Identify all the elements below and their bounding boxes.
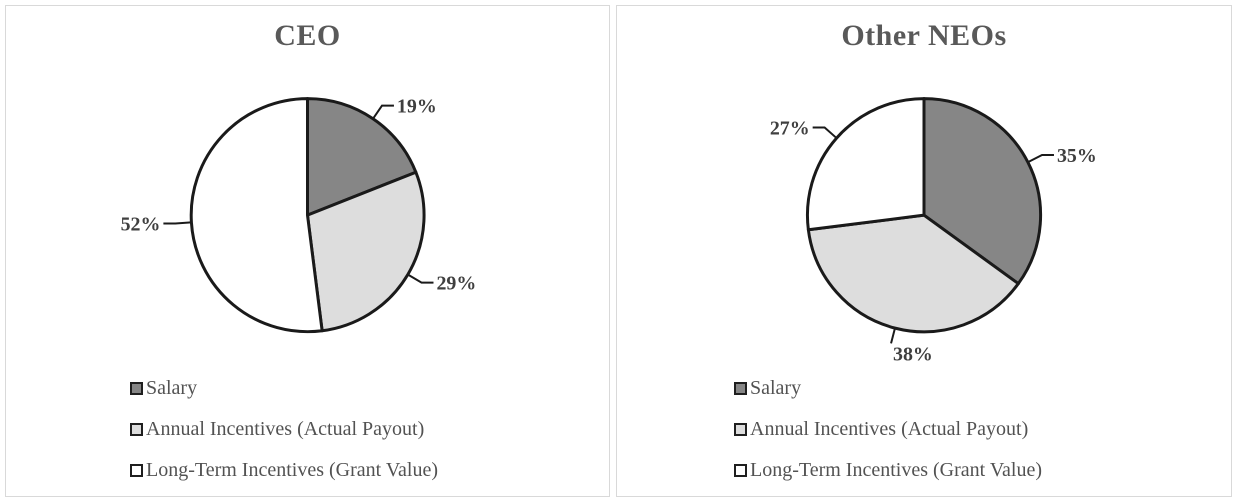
legend-label: Salary xyxy=(750,377,802,399)
label-leader-line xyxy=(163,221,192,225)
chart-title: CEO xyxy=(274,19,341,52)
chart-legend: Salary Annual Incentives (Actual Payout) L… xyxy=(734,368,1042,491)
legend-swatch-icon xyxy=(130,464,143,477)
label-leader-line xyxy=(407,273,434,284)
legend-swatch-icon xyxy=(734,382,747,395)
legend-item: Salary xyxy=(130,368,438,409)
chart-legend: Salary Annual Incentives (Actual Payout) L… xyxy=(130,368,438,491)
legend-swatch-icon xyxy=(130,382,143,395)
pie-chart: 19% 29% 52% xyxy=(121,96,476,334)
chart-title: Other NEOs xyxy=(841,19,1007,52)
label-leader-line xyxy=(1027,153,1054,164)
legend-label: Annual Incentives (Actual Payout) xyxy=(146,418,425,440)
slice-value-label: 52% xyxy=(121,213,161,235)
legend-label: Long-Term Incentives (Grant Value) xyxy=(146,459,439,481)
label-leader-line xyxy=(372,104,394,120)
slice-value-label: 19% xyxy=(397,96,437,118)
legend-label: Annual Incentives (Actual Payout) xyxy=(750,418,1029,440)
pie-slice xyxy=(306,97,418,217)
legend-swatch-icon xyxy=(734,464,747,477)
slice-value-label: 38% xyxy=(893,343,933,365)
legend-item: Annual Incentives (Actual Payout) xyxy=(734,409,1042,450)
legend-item: Long-Term Incentives (Grant Value) xyxy=(130,450,438,491)
slice-value-label: 29% xyxy=(436,273,476,295)
other-neos-pie-panel: Other NEOs 35% 38% 27% Salary Annual Incent… xyxy=(616,5,1232,497)
pie-slice xyxy=(806,97,926,232)
label-leader-line xyxy=(890,327,896,344)
legend-item: Salary xyxy=(734,368,1042,409)
legend-swatch-icon xyxy=(734,423,747,436)
pie-chart: 35% 38% 27% xyxy=(770,97,1097,365)
legend-label: Long-Term Incentives (Grant Value) xyxy=(750,459,1043,481)
legend-item: Annual Incentives (Actual Payout) xyxy=(130,409,438,450)
label-leader-line xyxy=(812,126,838,139)
slice-value-label: 35% xyxy=(1057,145,1097,167)
slice-value-label: 27% xyxy=(770,117,810,139)
legend-label: Salary xyxy=(146,377,198,399)
pie-slice xyxy=(189,97,324,334)
legend-item: Long-Term Incentives (Grant Value) xyxy=(734,450,1042,491)
ceo-pie-panel: CEO 19% 29% 52% Salary Annual Incentives (A… xyxy=(5,5,610,497)
legend-swatch-icon xyxy=(130,423,143,436)
